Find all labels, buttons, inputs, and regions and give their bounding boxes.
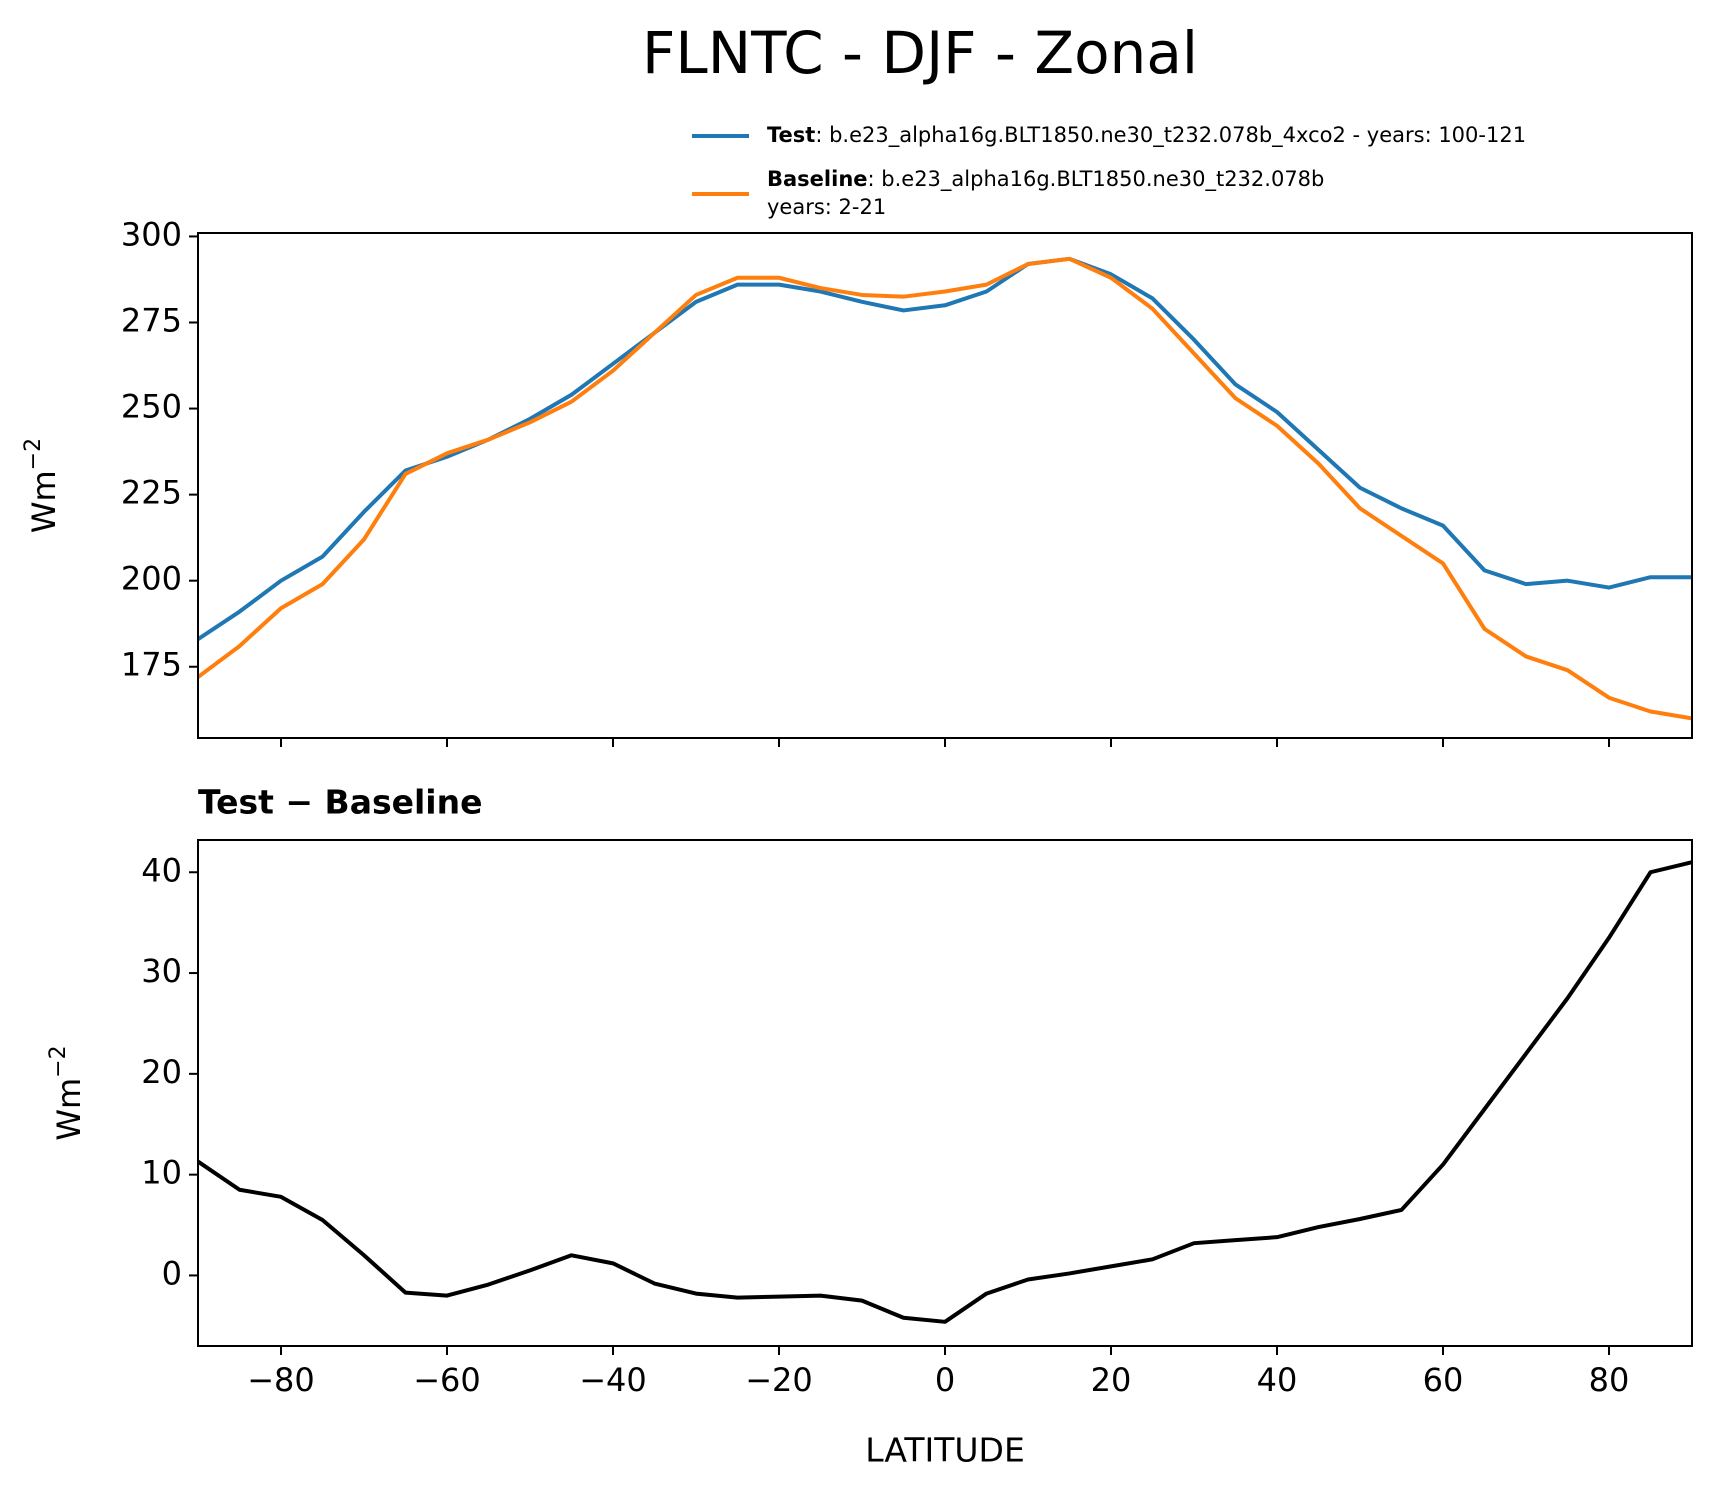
chart-subtitle: Test − Baseline xyxy=(198,783,483,822)
y-tick-label: 10 xyxy=(141,1154,182,1192)
legend-entry: years: 2-21 xyxy=(767,195,886,219)
data-line xyxy=(198,860,1692,1324)
legend-description: : b.e23_alpha16g.BLT1850.ne30_t232.078b_… xyxy=(815,123,1526,148)
y-tick-label: 30 xyxy=(141,952,182,990)
x-tick-label: 20 xyxy=(1091,1361,1132,1399)
x-axis-label: LATITUDE xyxy=(865,1431,1025,1470)
y-axis-label-base: Wm xyxy=(25,470,63,533)
y-axis-label: Wm−2 xyxy=(46,1045,88,1140)
legend-entry: Test: b.e23_alpha16g.BLT1850.ne30_t232.0… xyxy=(767,123,1526,148)
legend-description: years: 2-21 xyxy=(767,195,886,219)
y-tick-label: 0 xyxy=(162,1254,182,1292)
y-tick-label: 40 xyxy=(141,851,182,889)
x-tick-label: 40 xyxy=(1257,1361,1298,1399)
y-tick-label: 175 xyxy=(121,646,182,684)
chart-title: FLNTC - DJF - Zonal xyxy=(642,19,1198,87)
axes-frame xyxy=(197,839,1693,1347)
y-axis-label-exponent: −2 xyxy=(46,1045,71,1077)
data-line xyxy=(198,256,1692,721)
x-tick-label: 60 xyxy=(1423,1361,1464,1399)
y-tick-label: 300 xyxy=(121,215,182,253)
y-axis-label-base: Wm xyxy=(50,1078,88,1141)
x-tick-label: −20 xyxy=(745,1361,813,1399)
x-tick-label: 80 xyxy=(1589,1361,1630,1399)
x-tick-label: −80 xyxy=(247,1361,315,1399)
y-axis-label: Wm−2 xyxy=(21,438,63,533)
y-tick-label: 225 xyxy=(121,474,182,512)
legend-entry: Baseline: b.e23_alpha16g.BLT1850.ne30_t2… xyxy=(767,167,1324,192)
legend-name: Baseline xyxy=(767,167,868,191)
axes-frame xyxy=(197,232,1693,739)
x-tick-label: 0 xyxy=(935,1361,955,1399)
legend-description: : b.e23_alpha16g.BLT1850.ne30_t232.078b xyxy=(868,167,1325,192)
y-tick-label: 275 xyxy=(121,302,182,340)
x-tick-label: −40 xyxy=(579,1361,647,1399)
x-tick-label: −60 xyxy=(413,1361,481,1399)
data-line xyxy=(198,256,1692,641)
y-tick-label: 250 xyxy=(121,388,182,426)
y-tick-label: 200 xyxy=(121,560,182,598)
legend-name: Test xyxy=(767,123,815,147)
y-axis-label-exponent: −2 xyxy=(21,438,46,470)
y-tick-label: 20 xyxy=(141,1053,182,1091)
